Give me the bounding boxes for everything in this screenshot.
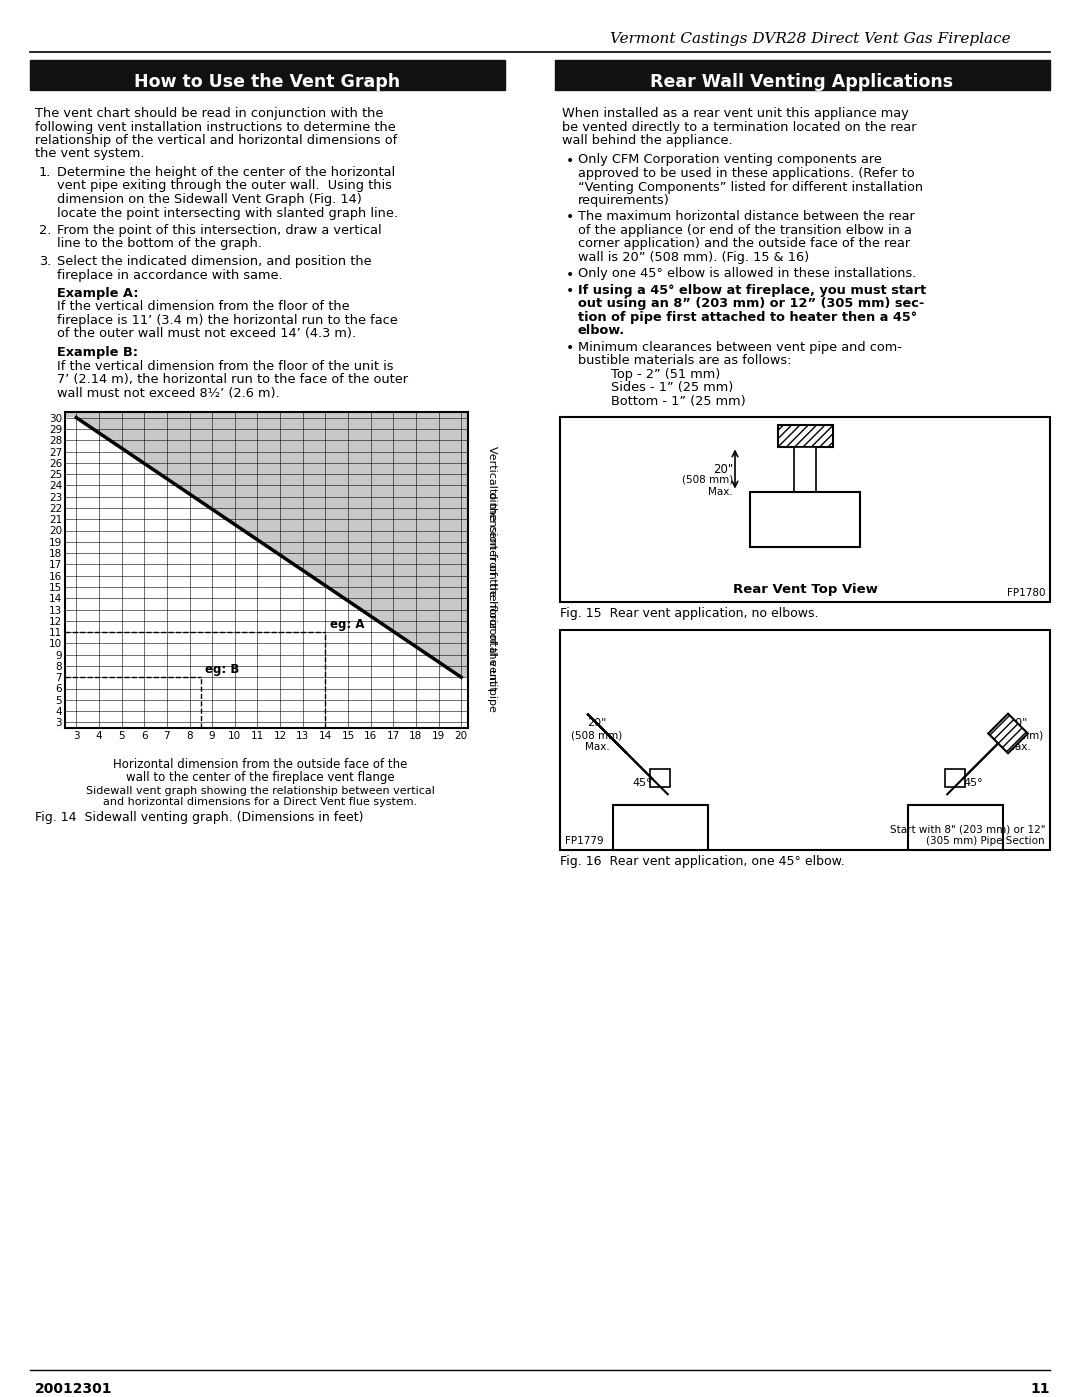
Text: relationship of the vertical and horizontal dimensions of: relationship of the vertical and horizon…: [35, 134, 397, 147]
Text: When installed as a rear vent unit this appliance may: When installed as a rear vent unit this …: [562, 108, 908, 120]
Text: Bottom - 1” (25 mm): Bottom - 1” (25 mm): [578, 395, 746, 408]
Text: 20012301: 20012301: [35, 1382, 112, 1396]
Bar: [945, 768, 966, 787]
Text: •: •: [566, 211, 575, 225]
Text: If using a 45° elbow at fireplace, you must start: If using a 45° elbow at fireplace, you m…: [578, 284, 927, 298]
Text: Only CFM Corporation venting components are: Only CFM Corporation venting components …: [578, 154, 882, 166]
Text: elbow.: elbow.: [578, 324, 625, 338]
Text: 20": 20": [588, 718, 607, 728]
Text: From the point of this intersection, draw a vertical: From the point of this intersection, dra…: [57, 224, 381, 237]
Text: Example B:: Example B:: [57, 346, 138, 359]
Bar: [794, 447, 816, 492]
Text: Rear Vent Top View: Rear Vent Top View: [732, 584, 877, 597]
Text: wall is 20” (508 mm). (Fig. 15 & 16): wall is 20” (508 mm). (Fig. 15 & 16): [578, 251, 809, 264]
Text: fireplace is 11’ (3.4 m) the horizontal run to the face: fireplace is 11’ (3.4 m) the horizontal …: [57, 314, 397, 327]
Text: The vent chart should be read in conjunction with the: The vent chart should be read in conjunc…: [35, 108, 383, 120]
Text: •: •: [566, 154, 575, 168]
Text: Select the indicated dimension, and position the: Select the indicated dimension, and posi…: [57, 256, 372, 268]
Text: “Venting Components” listed for different installation: “Venting Components” listed for differen…: [578, 180, 923, 194]
Text: (508 mm): (508 mm): [681, 475, 733, 485]
Text: and horizontal dimensions for a Direct Vent flue system.: and horizontal dimensions for a Direct V…: [103, 798, 417, 807]
Text: following vent installation instructions to determine the: following vent installation instructions…: [35, 120, 395, 134]
Text: 45°: 45°: [632, 778, 652, 788]
Text: 1.: 1.: [39, 166, 52, 179]
Polygon shape: [988, 714, 1028, 753]
Text: Example A:: Example A:: [57, 286, 138, 300]
Bar: [30, 60, 505, 89]
Text: tion of pipe first attached to heater then a 45°: tion of pipe first attached to heater th…: [578, 312, 917, 324]
Text: Fig. 16  Rear vent application, one 45° elbow.: Fig. 16 Rear vent application, one 45° e…: [561, 855, 845, 869]
Text: Vermont Castings DVR28 Direct Vent Gas Fireplace: Vermont Castings DVR28 Direct Vent Gas F…: [610, 32, 1010, 46]
Text: 20": 20": [1009, 718, 1028, 728]
Text: corner application) and the outside face of the rear: corner application) and the outside face…: [578, 237, 910, 250]
Text: vent pipe exiting through the outer wall.  Using this: vent pipe exiting through the outer wall…: [57, 179, 392, 193]
Bar: [555, 60, 1050, 89]
Bar: [612, 805, 707, 849]
Text: 7’ (2.14 m), the horizontal run to the face of the outer: 7’ (2.14 m), the horizontal run to the f…: [57, 373, 408, 386]
Text: to the center of the horizontal vent pipe: to the center of the horizontal vent pip…: [487, 488, 497, 712]
Text: eg: B: eg: B: [205, 662, 240, 676]
Bar: [561, 416, 1050, 602]
Text: bustible materials are as follows:: bustible materials are as follows:: [578, 355, 792, 367]
Text: If the vertical dimension from the floor of the unit is: If the vertical dimension from the floor…: [57, 359, 393, 373]
Text: FP1779: FP1779: [565, 837, 604, 847]
Text: How to Use the Vent Graph: How to Use the Vent Graph: [134, 73, 400, 91]
Text: wall to the center of the fireplace vent flange: wall to the center of the fireplace vent…: [125, 771, 394, 784]
Polygon shape: [588, 714, 626, 753]
Text: eg: A: eg: A: [329, 617, 364, 630]
Text: wall must not exceed 8½’ (2.6 m).: wall must not exceed 8½’ (2.6 m).: [57, 387, 280, 400]
Text: Max.: Max.: [708, 488, 733, 497]
Text: out using an 8” (203 mm) or 12” (305 mm) sec-: out using an 8” (203 mm) or 12” (305 mm)…: [578, 298, 924, 310]
Text: Sides - 1” (25 mm): Sides - 1” (25 mm): [578, 381, 733, 394]
Text: locate the point intersecting with slanted graph line.: locate the point intersecting with slant…: [57, 207, 399, 219]
Text: Vertical dimension from the floor of the unit: Vertical dimension from the floor of the…: [487, 446, 497, 690]
Text: Top - 2” (51 mm): Top - 2” (51 mm): [578, 367, 720, 381]
Text: of the appliance (or end of the transition elbow in a: of the appliance (or end of the transiti…: [578, 224, 912, 237]
Text: dimension on the Sidewall Vent Graph (Fig. 14): dimension on the Sidewall Vent Graph (Fi…: [57, 193, 362, 205]
Text: FP1780: FP1780: [1007, 588, 1045, 598]
Bar: [907, 805, 1002, 849]
Text: Rear Wall Venting Applications: Rear Wall Venting Applications: [650, 73, 954, 91]
Text: 11: 11: [1030, 1382, 1050, 1396]
Text: Start with 8" (203 mm) or 12"
(305 mm) Pipe Section: Start with 8" (203 mm) or 12" (305 mm) P…: [890, 824, 1045, 847]
Text: of the outer wall must not exceed 14’ (4.3 m).: of the outer wall must not exceed 14’ (4…: [57, 327, 356, 341]
Text: •: •: [566, 341, 575, 355]
Text: be vented directly to a termination located on the rear: be vented directly to a termination loca…: [562, 120, 917, 134]
Text: Horizontal dimension from the outside face of the: Horizontal dimension from the outside fa…: [112, 759, 407, 771]
Text: The maximum horizontal distance between the rear: The maximum horizontal distance between …: [578, 211, 915, 224]
Text: Determine the height of the center of the horizontal: Determine the height of the center of th…: [57, 166, 395, 179]
Text: Max.: Max.: [584, 742, 609, 753]
Text: approved to be used in these applications. (Refer to: approved to be used in these application…: [578, 168, 915, 180]
Text: (508 mm): (508 mm): [571, 731, 622, 740]
Text: 3.: 3.: [39, 256, 51, 268]
Text: Only one 45° elbow is allowed in these installations.: Only one 45° elbow is allowed in these i…: [578, 267, 916, 281]
Text: requirements): requirements): [578, 194, 670, 207]
Bar: [561, 630, 1050, 849]
Text: 2.: 2.: [39, 224, 52, 237]
Text: (508 mm): (508 mm): [993, 731, 1043, 740]
Text: Sidewall vent graph showing the relationship between vertical: Sidewall vent graph showing the relation…: [85, 787, 434, 796]
Text: If the vertical dimension from the floor of the: If the vertical dimension from the floor…: [57, 300, 350, 313]
Text: Fig. 14  Sidewall venting graph. (Dimensions in feet): Fig. 14 Sidewall venting graph. (Dimensi…: [35, 812, 364, 824]
Text: Fig. 15  Rear vent application, no elbows.: Fig. 15 Rear vent application, no elbows…: [561, 608, 819, 620]
Text: fireplace in accordance with same.: fireplace in accordance with same.: [57, 268, 283, 282]
Bar: [750, 492, 860, 546]
Text: the vent system.: the vent system.: [35, 148, 145, 161]
Text: •: •: [566, 284, 575, 298]
Text: wall behind the appliance.: wall behind the appliance.: [562, 134, 732, 147]
Text: 45°: 45°: [963, 778, 983, 788]
Text: Max.: Max.: [1005, 742, 1030, 753]
Text: Minimum clearances between vent pipe and com-: Minimum clearances between vent pipe and…: [578, 341, 902, 353]
Text: line to the bottom of the graph.: line to the bottom of the graph.: [57, 237, 262, 250]
Text: •: •: [566, 267, 575, 282]
Text: 20": 20": [713, 462, 733, 476]
Bar: [778, 425, 833, 447]
Bar: [650, 768, 670, 787]
